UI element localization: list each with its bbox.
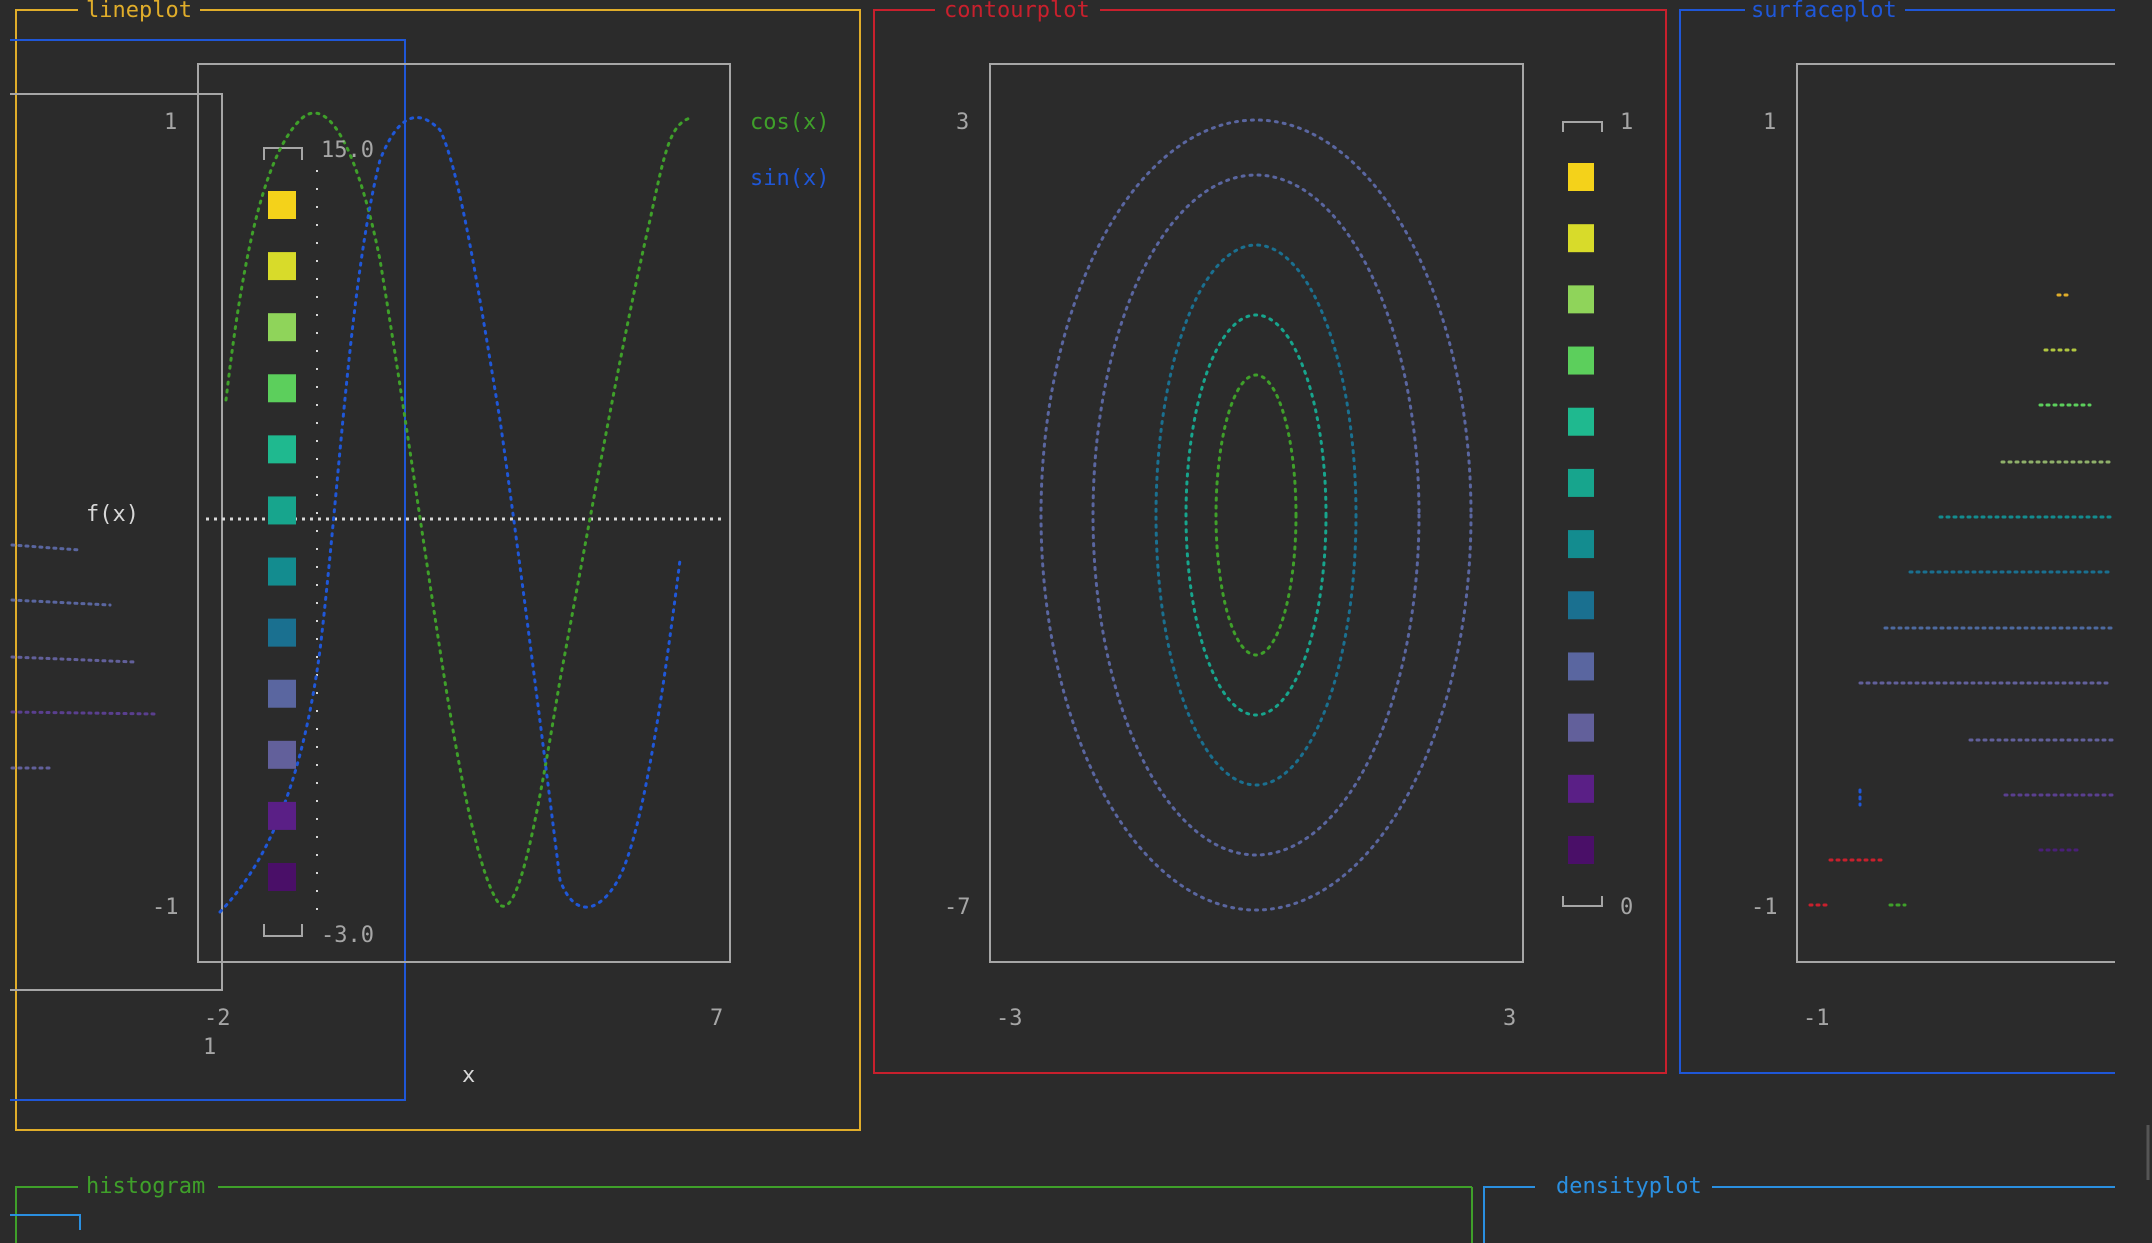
colorbar-swatch bbox=[1568, 591, 1594, 620]
lineplot-axes bbox=[197, 63, 731, 963]
lineplot-xmax-label: 7 bbox=[710, 1006, 724, 1031]
histogram-title: histogram bbox=[80, 1176, 212, 1198]
contour-xmax-label: 3 bbox=[1503, 1006, 1517, 1031]
contour-ring-outer bbox=[1039, 118, 1473, 912]
surface-axes bbox=[1796, 63, 2115, 963]
contour-axes bbox=[989, 63, 1524, 963]
left-mesh-row bbox=[10, 598, 112, 607]
lineplot-frame bbox=[15, 9, 861, 1131]
lineplot-ymax-label: 1 bbox=[164, 110, 178, 135]
colorbar-swatch bbox=[268, 863, 296, 891]
colorbar-swatch bbox=[268, 618, 296, 647]
colorbar-swatch bbox=[268, 557, 296, 586]
inner-panel-frame bbox=[10, 39, 406, 1101]
legend-sin: sin(x) bbox=[750, 166, 830, 191]
lineplot-colorbar-frame bbox=[263, 147, 303, 937]
contour-ring-inner bbox=[1214, 373, 1298, 657]
colorbar-swatch bbox=[268, 252, 296, 281]
sin-series-curve bbox=[218, 116, 682, 914]
colorbar-swatch bbox=[268, 435, 296, 464]
contourplot-frame bbox=[873, 9, 1667, 1074]
densityplot-title: densityplot bbox=[1550, 1176, 1708, 1198]
lineplot-xmin-label: -2 bbox=[204, 1006, 231, 1031]
colorbar-swatch bbox=[268, 740, 296, 769]
cos-series-curve bbox=[224, 111, 692, 908]
surfaceplot-title: surfaceplot bbox=[1745, 0, 1903, 22]
left-mesh-row bbox=[10, 710, 160, 716]
colorbar-swatch bbox=[268, 679, 296, 708]
contour-colorbar-min: 0 bbox=[1620, 895, 1634, 920]
colorbar-swatch bbox=[1568, 713, 1594, 742]
contour-ring-3 bbox=[1154, 243, 1358, 787]
colorbar-swatch bbox=[268, 801, 296, 830]
inner-panel-frame-small bbox=[10, 1214, 81, 1230]
colorbar-swatch bbox=[1568, 468, 1594, 497]
contour-colorbar-frame bbox=[1562, 121, 1603, 907]
legend-cos: cos(x) bbox=[750, 110, 830, 135]
contour-ring-4 bbox=[1184, 313, 1328, 717]
lineplot-ylabel: f(x) bbox=[86, 502, 139, 527]
lineplot-xlabel: x bbox=[462, 1063, 476, 1088]
contour-ring-2 bbox=[1091, 173, 1421, 857]
colorbar-swatch bbox=[1568, 407, 1594, 436]
lineplot-colorbar bbox=[268, 191, 296, 891]
contour-xmin-label: -3 bbox=[996, 1006, 1023, 1031]
colorbar-swatch bbox=[268, 191, 296, 219]
colorbar-swatch bbox=[1568, 224, 1594, 253]
surface-ymin-label: -1 bbox=[1751, 895, 1778, 920]
densityplot-frame bbox=[1483, 1186, 1535, 1243]
lineplot-colorbar-min: -3.0 bbox=[321, 923, 374, 948]
surfaceplot-frame bbox=[1679, 9, 2115, 1074]
colorbar-swatch bbox=[1568, 285, 1594, 314]
lineplot-stray-label: 1 bbox=[203, 1035, 217, 1060]
contour-ymin-label: -7 bbox=[944, 895, 971, 920]
contourplot-title: contourplot bbox=[938, 0, 1096, 22]
lineplot-title: lineplot bbox=[80, 0, 198, 22]
contour-ymax-label: 3 bbox=[956, 110, 970, 135]
contour-colorbar bbox=[1568, 163, 1594, 864]
colorbar-swatch bbox=[1568, 346, 1594, 375]
left-mesh-row bbox=[10, 655, 137, 664]
histogram-frame bbox=[15, 1186, 78, 1243]
lineplot-inner-axes bbox=[10, 93, 223, 991]
colorbar-swatch bbox=[1568, 774, 1594, 803]
colorbar-swatch bbox=[1568, 530, 1594, 559]
colorbar-swatch bbox=[1568, 163, 1594, 191]
colorbar-swatch bbox=[1568, 652, 1594, 681]
colorbar-swatch bbox=[1568, 836, 1594, 864]
colorbar-swatch bbox=[268, 374, 296, 403]
contour-colorbar-max: 1 bbox=[1620, 110, 1634, 135]
surface-xmin-label: -1 bbox=[1803, 1006, 1830, 1031]
colorbar-swatch bbox=[268, 496, 296, 525]
lineplot-ymin-label: -1 bbox=[152, 895, 179, 920]
colorbar-swatch bbox=[268, 313, 296, 342]
surface-ymax-label: 1 bbox=[1763, 110, 1777, 135]
lineplot-colorbar-max: 15.0 bbox=[321, 138, 374, 163]
left-mesh-row bbox=[10, 543, 82, 552]
